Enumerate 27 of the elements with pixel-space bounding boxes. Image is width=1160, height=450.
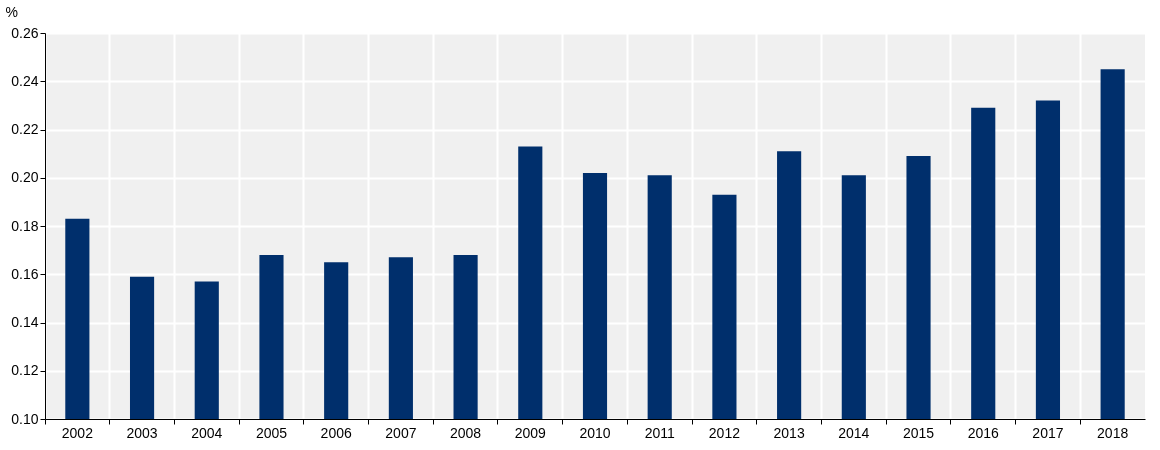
- x-tick-label: 2010: [579, 424, 611, 441]
- y-tick-label: 0.26: [11, 24, 39, 41]
- x-tick-label: 2004: [191, 424, 223, 441]
- y-tick-label: 0.18: [11, 217, 39, 234]
- x-tick-label: 2012: [708, 424, 741, 441]
- x-tick-label: 2006: [320, 424, 352, 441]
- x-tick-label: 2005: [255, 424, 288, 441]
- x-tick-label: 2016: [967, 424, 1000, 441]
- y-tick-label: 0.12: [11, 362, 39, 379]
- x-tick-label: 2011: [644, 424, 675, 441]
- x-tick-label: 2007: [385, 424, 417, 441]
- x-tick-label: 2018: [1097, 424, 1129, 441]
- y-tick-label: 0.14: [11, 314, 39, 330]
- x-tick-label: 2014: [838, 424, 870, 441]
- y-tick-label: 0.10: [11, 410, 39, 427]
- x-tick-label: 2017: [1032, 424, 1064, 441]
- y-tick-label: 0.22: [11, 121, 39, 137]
- y-tick-label: 0.16: [11, 265, 39, 282]
- x-tick-label: 2009: [514, 424, 547, 441]
- y-tick-label: 0.20: [11, 169, 39, 186]
- x-tick-label: 2003: [126, 424, 158, 441]
- x-tick-label: 2002: [61, 424, 94, 441]
- x-tick-label: 2008: [450, 424, 482, 441]
- y-axis-title: %: [5, 3, 18, 20]
- x-tick-label: 2013: [773, 424, 805, 441]
- x-tick-label: 2015: [902, 424, 935, 441]
- y-tick-label: 0.24: [11, 72, 39, 89]
